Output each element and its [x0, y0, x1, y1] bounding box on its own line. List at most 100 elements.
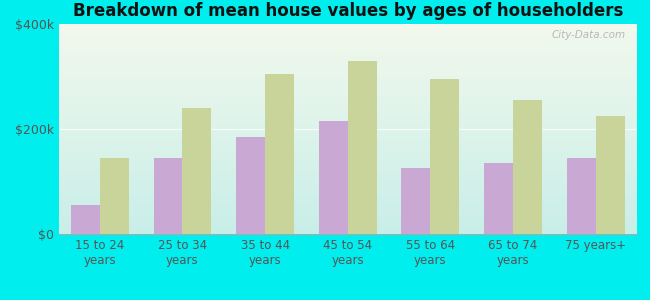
Bar [58, 197, 637, 198]
Bar [58, 158, 637, 159]
Bar [58, 149, 637, 150]
Bar [58, 144, 637, 145]
Bar [58, 39, 637, 40]
Bar [58, 228, 637, 229]
Bar [58, 130, 637, 131]
Bar [58, 120, 637, 121]
Bar [58, 194, 637, 195]
Bar [58, 107, 637, 108]
Bar [58, 121, 637, 122]
Bar [58, 98, 637, 99]
Bar [58, 126, 637, 127]
Bar [58, 80, 637, 81]
Bar [58, 67, 637, 68]
Bar [58, 81, 637, 82]
Bar [58, 131, 637, 132]
Bar [58, 70, 637, 71]
Bar [58, 135, 637, 136]
Bar [58, 139, 637, 140]
Bar [265, 74, 294, 234]
Bar [58, 45, 637, 46]
Bar [58, 150, 637, 151]
Bar [58, 202, 637, 203]
Bar [58, 59, 637, 60]
Bar [58, 90, 637, 91]
Bar [58, 230, 637, 231]
Bar [58, 75, 637, 76]
Bar [58, 47, 637, 48]
Bar [58, 179, 637, 180]
Bar [58, 112, 637, 113]
Bar [58, 141, 637, 142]
Bar [58, 79, 637, 80]
Bar [58, 83, 637, 84]
Bar [567, 158, 595, 234]
Bar [58, 173, 637, 174]
Bar [58, 42, 637, 43]
Bar [58, 142, 637, 143]
Bar [58, 178, 637, 179]
Bar [58, 43, 637, 44]
Bar [58, 61, 637, 62]
Bar [58, 48, 637, 49]
Bar [58, 101, 637, 102]
Bar [58, 64, 637, 65]
Bar [58, 86, 637, 87]
Bar [58, 145, 637, 146]
Bar [58, 41, 637, 42]
Bar [58, 185, 637, 186]
Bar [58, 198, 637, 199]
Bar [58, 147, 637, 148]
Bar [58, 102, 637, 103]
Bar [58, 136, 637, 137]
Bar [58, 232, 637, 233]
Bar [58, 217, 637, 218]
Bar [100, 158, 129, 234]
Bar [58, 182, 637, 183]
Bar [58, 211, 637, 212]
Bar [58, 220, 637, 221]
Bar [58, 85, 637, 86]
Bar [58, 110, 637, 111]
Bar [58, 105, 637, 106]
Bar [58, 180, 637, 181]
Bar [58, 143, 637, 144]
Bar [58, 172, 637, 173]
Bar [58, 106, 637, 107]
Bar [58, 95, 637, 96]
Bar [58, 207, 637, 208]
Bar [58, 193, 637, 194]
Bar [58, 116, 637, 117]
Text: City-Data.com: City-Data.com [551, 30, 625, 40]
Bar [58, 129, 637, 130]
Bar [58, 162, 637, 163]
Bar [58, 74, 637, 75]
Bar [58, 93, 637, 94]
Bar [58, 125, 637, 126]
Bar [58, 24, 637, 25]
Bar [58, 181, 637, 182]
Bar [58, 148, 637, 149]
Bar [58, 123, 637, 124]
Bar [58, 186, 637, 187]
Bar [58, 161, 637, 162]
Bar [58, 60, 637, 61]
Bar [58, 153, 637, 154]
Bar [58, 104, 637, 105]
Bar [58, 77, 637, 78]
Bar [58, 94, 637, 95]
Bar [58, 115, 637, 116]
Bar [58, 170, 637, 171]
Bar [484, 163, 513, 234]
Bar [58, 62, 637, 63]
Bar [58, 78, 637, 79]
Bar [58, 52, 637, 53]
Bar [58, 216, 637, 217]
Bar [58, 187, 637, 188]
Bar [58, 167, 637, 168]
Bar [58, 201, 637, 202]
Bar [58, 92, 637, 93]
Bar [58, 91, 637, 92]
Bar [58, 218, 637, 219]
Bar [58, 50, 637, 51]
